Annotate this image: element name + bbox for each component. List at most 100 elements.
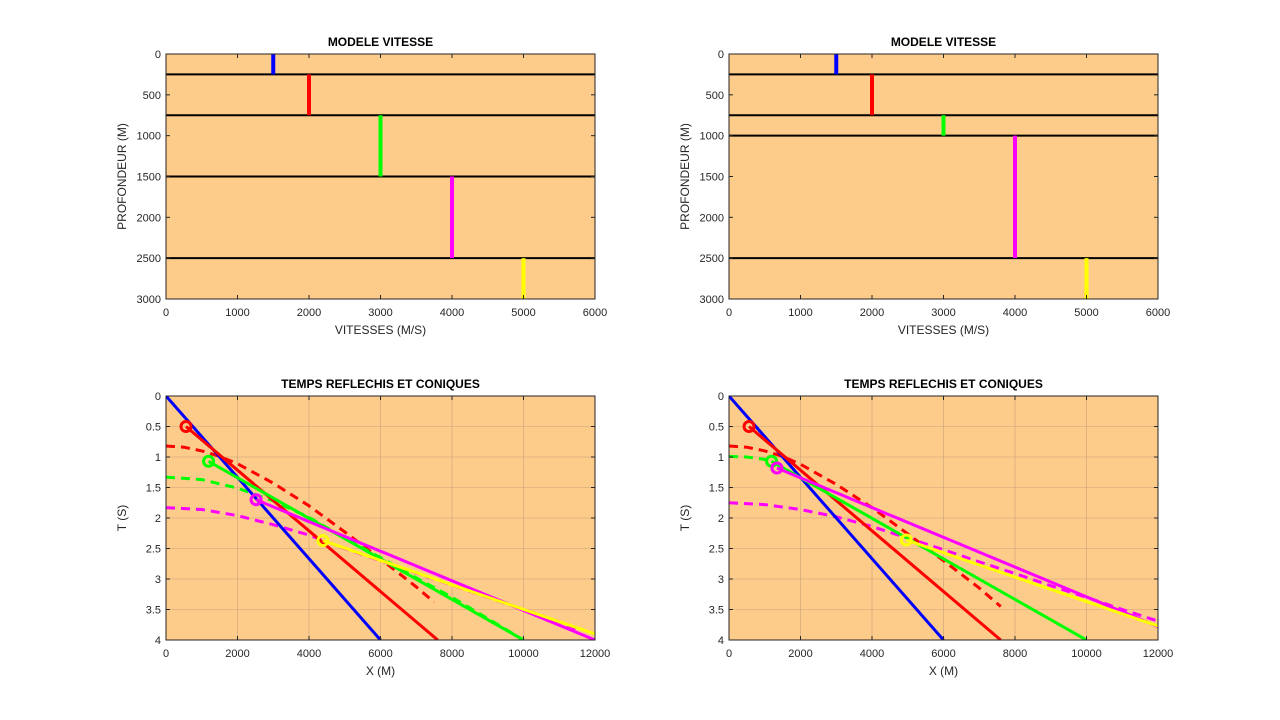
critical-point-red bbox=[742, 420, 756, 433]
y-tick-label: 3 bbox=[718, 574, 724, 586]
x-tick-label: 4000 bbox=[440, 307, 464, 319]
y-tick-label: 1 bbox=[155, 452, 161, 464]
reflection-curve-red bbox=[166, 444, 436, 604]
x-tick-label: 4000 bbox=[1003, 307, 1027, 319]
y-tick-label: 1 bbox=[718, 452, 724, 464]
y-axis-label: PROFONDEUR (M) bbox=[115, 123, 129, 230]
y-tick-label: 0 bbox=[155, 391, 161, 403]
y-tick-label: 1000 bbox=[700, 131, 724, 143]
conic-line-blue bbox=[166, 396, 382, 640]
plot-content bbox=[729, 54, 1158, 299]
x-tick-label: 8000 bbox=[1003, 648, 1027, 660]
y-tick-label: 3.5 bbox=[146, 605, 161, 617]
x-tick-label: 2000 bbox=[225, 648, 249, 660]
x-tick-label: 1000 bbox=[225, 307, 249, 319]
critical-point-yellow bbox=[899, 533, 913, 547]
chart-title: MODELE VITESSE bbox=[328, 35, 433, 49]
conic-line-green bbox=[770, 459, 1088, 640]
x-tick-label: 8000 bbox=[440, 648, 464, 660]
x-axis-label: VITESSES (M/S) bbox=[898, 323, 989, 337]
axes-vm2: 0 1000 2000 3000 4000 5000 6000 0 500 1000 1500 200… bbox=[678, 35, 1170, 337]
x-tick-label: 10000 bbox=[508, 648, 539, 660]
y-tick-label: 1.5 bbox=[709, 483, 724, 495]
x-tick-label: 5000 bbox=[511, 307, 535, 319]
y-tick-label: 2 bbox=[718, 513, 724, 525]
plot-area bbox=[729, 54, 1158, 299]
x-tick-label: 5000 bbox=[1074, 307, 1098, 319]
y-tick-label: 2.5 bbox=[709, 544, 724, 556]
plot-content bbox=[166, 54, 595, 299]
y-tick-label: 2 bbox=[155, 513, 161, 525]
x-tick-label: 4000 bbox=[860, 648, 884, 660]
y-tick-label: 1500 bbox=[137, 172, 161, 184]
conic-line-red bbox=[748, 425, 1002, 640]
y-tick-label: 4 bbox=[718, 635, 724, 647]
y-tick-label: 2.5 bbox=[146, 544, 161, 556]
y-axis-label: T (S) bbox=[678, 505, 692, 531]
y-tick-label: 0 bbox=[718, 391, 724, 403]
x-tick-label: 6000 bbox=[931, 648, 955, 660]
reflection-curve-green bbox=[729, 454, 772, 463]
y-tick-label: 0.5 bbox=[146, 422, 161, 434]
y-tick-label: 1000 bbox=[137, 131, 161, 143]
y-tick-label: 3.5 bbox=[709, 605, 724, 617]
x-tick-label: 12000 bbox=[580, 648, 611, 660]
y-tick-label: 2500 bbox=[137, 253, 161, 265]
y-tick-label: 500 bbox=[143, 90, 161, 102]
x-tick-label: 10000 bbox=[1071, 648, 1102, 660]
reflection-curve-red bbox=[729, 444, 1002, 608]
conic-line-magenta bbox=[255, 498, 595, 640]
plot-content bbox=[166, 396, 595, 640]
conic-line-green bbox=[207, 459, 525, 640]
x-tick-label: 6000 bbox=[1146, 307, 1170, 319]
y-tick-label: 4 bbox=[155, 635, 161, 647]
y-tick-label: 500 bbox=[706, 90, 724, 102]
critical-point-magenta bbox=[770, 461, 784, 475]
x-tick-label: 4000 bbox=[297, 648, 321, 660]
x-axis-label: X (M) bbox=[929, 664, 958, 678]
conic-line-yellow bbox=[322, 539, 595, 636]
y-tick-label: 3 bbox=[155, 574, 161, 586]
chart-title: TEMPS REFLECHIS ET CONIQUES bbox=[281, 377, 480, 391]
x-tick-label: 12000 bbox=[1143, 648, 1174, 660]
y-tick-label: 1500 bbox=[700, 172, 724, 184]
conic-line-red bbox=[185, 425, 439, 640]
y-tick-label: 2500 bbox=[700, 253, 724, 265]
critical-point-red bbox=[179, 420, 193, 433]
y-tick-label: 0 bbox=[155, 49, 161, 61]
y-tick-label: 0 bbox=[718, 49, 724, 61]
y-tick-label: 0.5 bbox=[709, 422, 724, 434]
y-tick-label: 3000 bbox=[137, 294, 161, 306]
y-tick-label: 2000 bbox=[700, 212, 724, 224]
conic-line-yellow bbox=[905, 538, 1158, 628]
critical-point-green bbox=[202, 454, 216, 468]
y-tick-label: 3000 bbox=[700, 294, 724, 306]
axes-tt1: 0 2000 4000 6000 8000 10000 12000 0 0.5 1 1.5 2 2.5 3… bbox=[115, 377, 610, 678]
axes-vm1: 0 1000 2000 3000 4000 5000 6000 0 500 1000 1500 200… bbox=[115, 35, 607, 337]
x-axis-label: VITESSES (M/S) bbox=[335, 323, 426, 337]
x-tick-label: 0 bbox=[726, 648, 732, 660]
chart-title: MODELE VITESSE bbox=[891, 35, 996, 49]
y-axis-label: PROFONDEUR (M) bbox=[678, 123, 692, 230]
x-tick-label: 0 bbox=[726, 307, 732, 319]
axes-tt2: 0 2000 4000 6000 8000 10000 12000 0 0.5 1 1.5 2 2.5 3… bbox=[678, 377, 1173, 678]
chart-title: TEMPS REFLECHIS ET CONIQUES bbox=[844, 377, 1043, 391]
x-tick-label: 2000 bbox=[860, 307, 884, 319]
x-tick-label: 0 bbox=[163, 307, 169, 319]
x-tick-label: 3000 bbox=[368, 307, 392, 319]
x-tick-label: 6000 bbox=[368, 648, 392, 660]
conic-line-blue bbox=[729, 396, 945, 640]
x-tick-label: 6000 bbox=[583, 307, 607, 319]
conic-line-magenta bbox=[776, 466, 1158, 628]
y-tick-label: 1.5 bbox=[146, 483, 161, 495]
x-tick-label: 0 bbox=[163, 648, 169, 660]
x-tick-label: 2000 bbox=[788, 648, 812, 660]
y-axis-label: T (S) bbox=[115, 505, 129, 531]
critical-point-magenta bbox=[249, 493, 263, 507]
x-tick-label: 1000 bbox=[788, 307, 812, 319]
y-tick-label: 2000 bbox=[137, 212, 161, 224]
x-axis-label: X (M) bbox=[366, 664, 395, 678]
reflection-curve-green bbox=[166, 475, 525, 640]
x-tick-label: 2000 bbox=[297, 307, 321, 319]
